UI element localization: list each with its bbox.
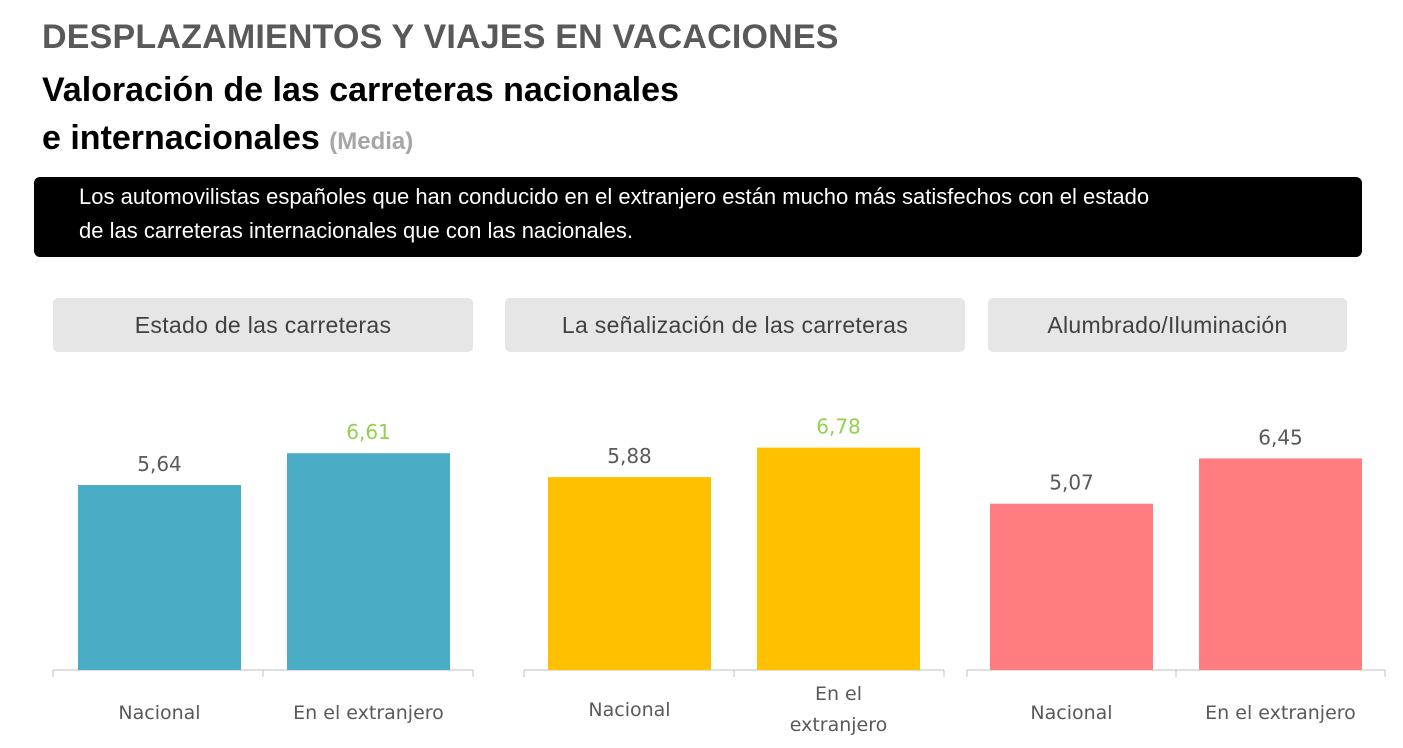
chart-title-senalizacion: La señalización de las carreteras <box>505 298 965 352</box>
data-label: 6,45 <box>1258 425 1303 449</box>
category-label: En el extranjero <box>1205 702 1356 724</box>
data-label: 6,61 <box>346 420 391 444</box>
data-label: 5,88 <box>607 444 652 468</box>
unit-label: (Media) <box>329 128 414 155</box>
key-finding-banner: Los automovilistas españoles que han con… <box>34 177 1362 257</box>
category-label: Nacional <box>588 699 670 721</box>
chart-1: 5,88 Nacional 6,78 En el extranjero <box>523 415 945 736</box>
category-label: Nacional <box>1030 702 1112 724</box>
banner-line-2: de las carreteras internacionales que co… <box>79 218 633 243</box>
page-title: DESPLAZAMIENTOS Y VIAJES EN VACACIONES <box>42 18 839 56</box>
bar-nacional <box>548 477 711 670</box>
bar-extranjero <box>757 447 920 670</box>
chart-title-alumbrado: Alumbrado/Iluminación <box>988 298 1347 352</box>
data-label: 5,64 <box>137 452 182 476</box>
chart-title-estado: Estado de las carreteras <box>53 298 473 352</box>
bar-extranjero <box>1199 458 1362 670</box>
category-label: En el extranjero <box>293 702 444 724</box>
data-label: 6,78 <box>816 415 861 439</box>
page-subtitle: Valoración de las carreteras nacionales … <box>42 66 679 166</box>
chart-2: 5,07 Nacional 6,45 En el extranjero <box>966 425 1386 724</box>
chart-0: 5,64 Nacional 6,61 En el extranjero <box>52 420 474 724</box>
banner-line-1: Los automovilistas españoles que han con… <box>79 184 1150 209</box>
bar-nacional <box>78 485 241 670</box>
bar-extranjero <box>287 453 450 670</box>
subtitle-line-2: e internacionales <box>42 119 320 157</box>
subtitle-line-1: Valoración de las carreteras nacionales <box>42 71 679 109</box>
category-label: Nacional <box>118 702 200 724</box>
bar-nacional <box>990 503 1153 670</box>
data-label: 5,07 <box>1049 471 1094 495</box>
category-label: En el extranjero <box>790 683 888 736</box>
